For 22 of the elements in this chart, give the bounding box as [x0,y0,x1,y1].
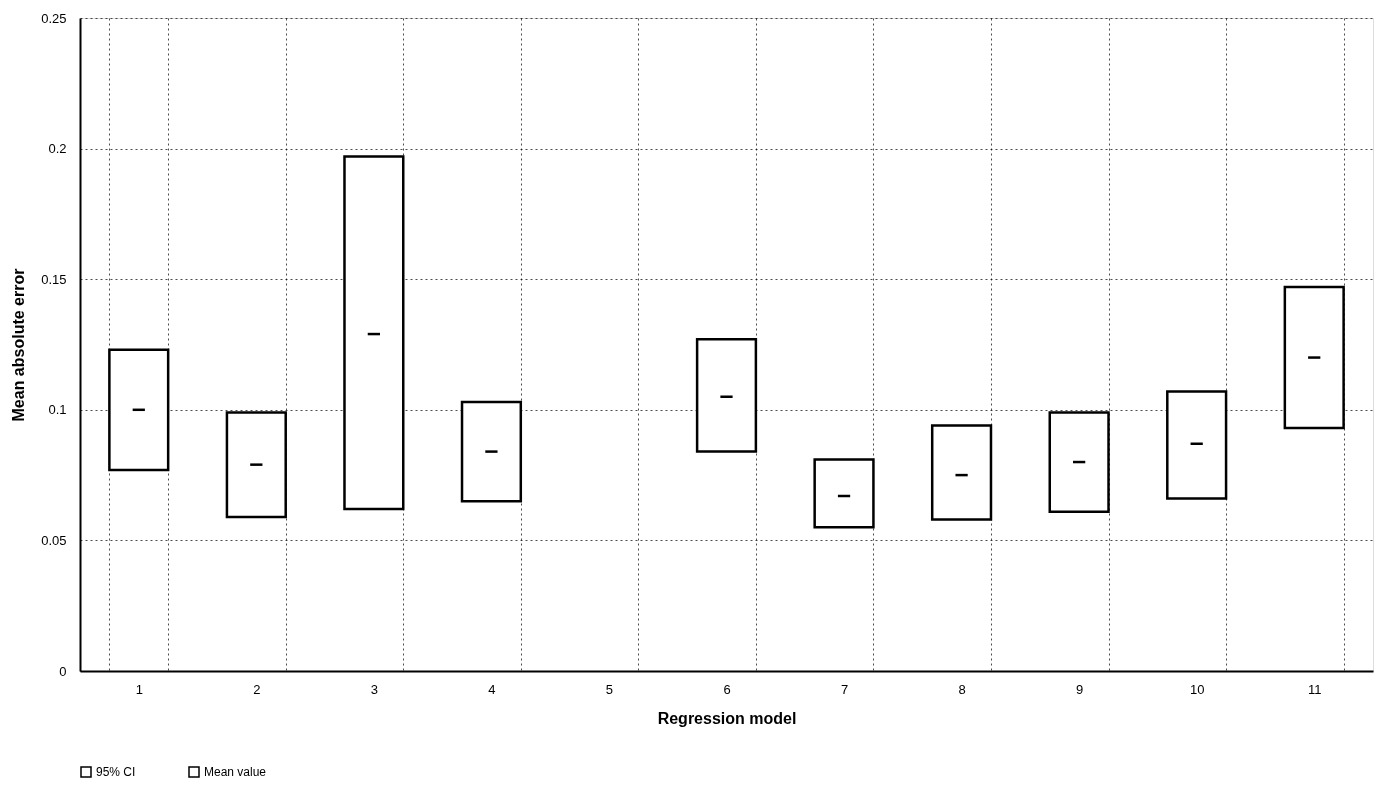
x-tick-label: 3 [370,681,378,697]
x-tick-label: 2 [253,681,261,697]
legend-label: 95% CI [96,765,136,779]
x-tick-label: 5 [605,681,614,697]
x-tick-label: 1 [135,681,143,697]
y-tick-label: 0.25 [41,10,67,26]
y-axis-title: Mean absolute error [10,268,28,422]
y-tick-label: 0.2 [48,141,67,157]
x-tick-label: 10 [1189,681,1205,697]
y-tick-label: 0.05 [41,532,67,548]
y-tick-label: 0.1 [48,402,67,418]
x-tick-label: 9 [1076,681,1084,697]
x-tick-label: 4 [488,681,496,697]
x-tick-label: 6 [723,681,731,697]
x-tick-label: 7 [840,681,849,697]
bar [930,424,993,521]
legend-label: Mean value [204,765,267,779]
y-tick-label: 0.15 [41,271,67,287]
x-tick-label: 11 [1307,681,1322,697]
x-axis-title: Regression model [657,709,797,727]
x-tick-label: 8 [958,681,966,697]
y-tick-label: 0 [59,663,67,679]
